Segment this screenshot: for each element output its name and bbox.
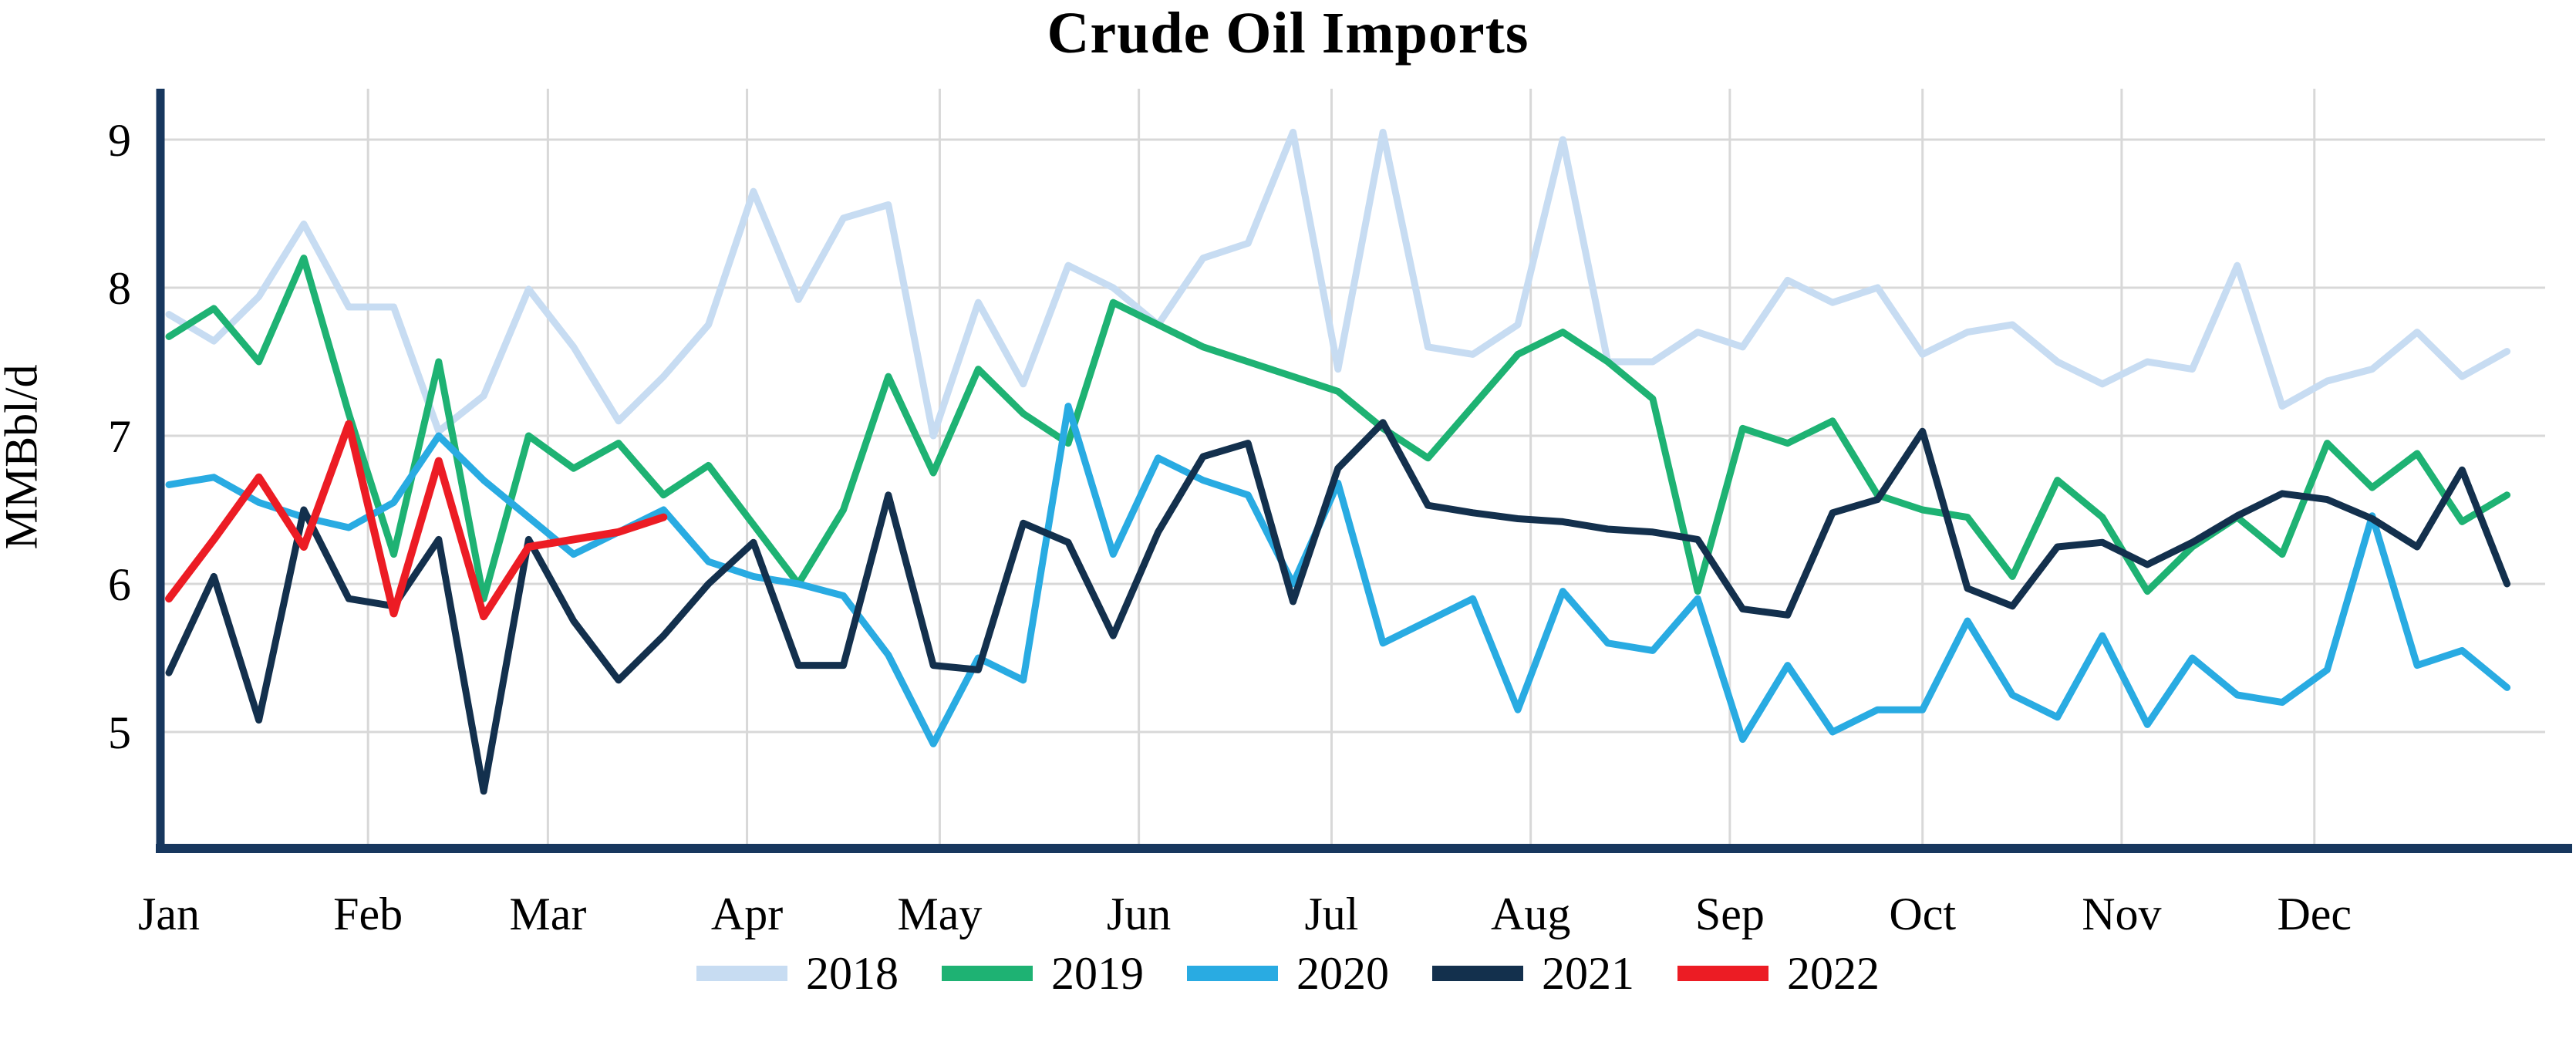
legend-swatch-icon-2022 <box>1677 966 1768 981</box>
series-line-2019 <box>165 255 2511 602</box>
x-tick-label: Nov <box>2082 889 2161 939</box>
series-line-2018 <box>165 128 2511 440</box>
x-tick-label: Apr <box>711 889 783 939</box>
legend-label: 2020 <box>1296 948 1389 999</box>
y-tick-label: 5 <box>108 707 131 758</box>
legend-swatch-icon-2020 <box>1187 966 1278 981</box>
x-tick-label: Mar <box>509 889 586 939</box>
legend-swatch-icon-2019 <box>942 966 1033 981</box>
chart-title: Crude Oil Imports <box>1047 1 1529 66</box>
x-tick-label: Sep <box>1695 889 1765 939</box>
legend-label: 2019 <box>1051 948 1144 999</box>
x-tick-label: May <box>897 889 982 939</box>
legend-label: 2022 <box>1787 948 1880 999</box>
y-axis-label: MMBbl/d <box>0 364 47 550</box>
x-tick-label: Aug <box>1491 889 1570 939</box>
x-tick-label: Jun <box>1107 889 1171 939</box>
x-tick-label: Jul <box>1304 889 1358 939</box>
legend-swatch-icon-2021 <box>1432 966 1523 981</box>
y-tick-label: 8 <box>108 263 131 314</box>
legend-item-2020: 2020 <box>1187 950 1389 997</box>
x-tick-label: Feb <box>333 889 403 939</box>
legend-item-2022: 2022 <box>1677 950 1880 997</box>
legend-label: 2021 <box>1542 948 1634 999</box>
legend-item-2019: 2019 <box>942 950 1144 997</box>
legend-swatch-icon-2018 <box>696 966 787 981</box>
x-tick-label: Oct <box>1889 889 1956 939</box>
x-tick-label: Dec <box>2277 889 2352 939</box>
legend: 2018 2019 2020 2021 2022 <box>0 950 2576 997</box>
series-line-2022 <box>165 420 668 621</box>
x-tick-label: Jan <box>138 889 200 939</box>
legend-label: 2018 <box>806 948 899 999</box>
y-tick-label: 6 <box>108 559 131 610</box>
y-tick-label: 7 <box>108 411 131 462</box>
y-tick-label: 9 <box>108 115 131 166</box>
legend-item-2021: 2021 <box>1432 950 1634 997</box>
legend-item-2018: 2018 <box>696 950 899 997</box>
series-line-2021 <box>165 419 2511 795</box>
